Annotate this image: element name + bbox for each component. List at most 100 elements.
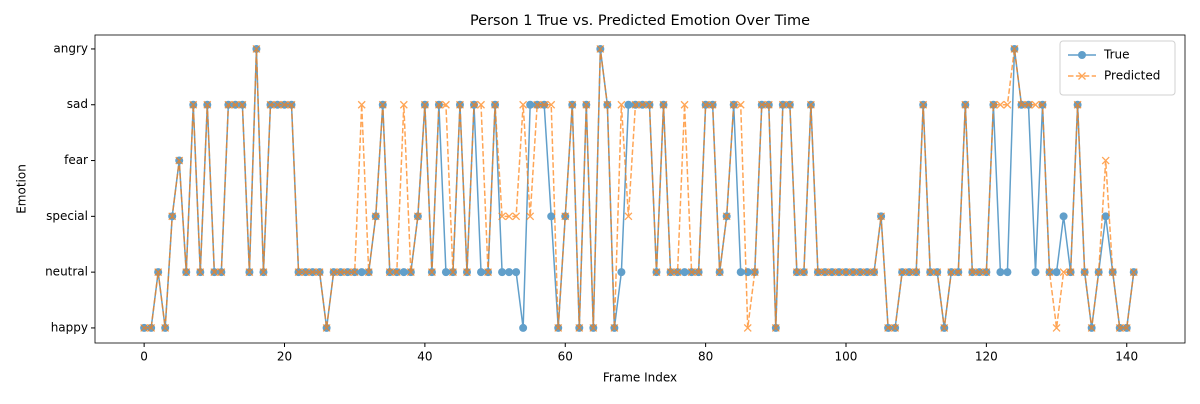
x-tick-label: 20 xyxy=(277,350,292,364)
point xyxy=(343,268,352,277)
point xyxy=(680,100,689,109)
point xyxy=(196,268,205,277)
x-tick-label: 60 xyxy=(558,350,573,364)
point xyxy=(1031,100,1040,109)
point xyxy=(1080,268,1089,277)
point xyxy=(392,268,401,277)
point xyxy=(617,268,626,277)
legend-item xyxy=(1068,72,1096,80)
point xyxy=(842,268,850,277)
point xyxy=(856,268,864,277)
x-axis-label: Frame Index xyxy=(603,371,677,385)
point xyxy=(441,100,450,109)
point xyxy=(434,100,443,109)
point xyxy=(729,100,738,109)
point xyxy=(512,268,521,277)
point xyxy=(512,212,521,221)
point xyxy=(912,268,921,277)
point xyxy=(736,268,745,277)
point xyxy=(1108,268,1117,277)
point xyxy=(680,268,689,277)
point xyxy=(406,268,415,277)
point xyxy=(806,100,815,109)
point xyxy=(996,268,1005,277)
series xyxy=(140,44,1138,332)
point xyxy=(231,100,240,109)
point xyxy=(610,323,619,332)
series-line xyxy=(144,48,1135,329)
point xyxy=(1003,100,1012,109)
point xyxy=(1129,268,1138,277)
point xyxy=(526,212,535,221)
point xyxy=(905,268,914,277)
point xyxy=(357,100,366,109)
point xyxy=(1045,268,1054,277)
point xyxy=(477,100,485,109)
point xyxy=(533,100,542,109)
point xyxy=(519,100,528,109)
point xyxy=(638,100,647,109)
point xyxy=(743,323,752,332)
point xyxy=(498,212,507,221)
point xyxy=(526,100,535,109)
y-tick-label: neutral xyxy=(45,265,88,279)
point xyxy=(336,268,345,277)
point xyxy=(1038,100,1047,109)
legend-label: True xyxy=(1103,48,1130,62)
point xyxy=(1101,212,1110,221)
point xyxy=(315,268,324,277)
point xyxy=(294,268,303,277)
x-tick-label: 80 xyxy=(698,350,713,364)
legend-marker xyxy=(1078,51,1086,59)
point xyxy=(371,212,380,221)
point xyxy=(603,100,612,109)
point xyxy=(561,212,570,221)
plot-frame xyxy=(94,34,1186,344)
point xyxy=(799,268,808,277)
point xyxy=(456,100,464,109)
point xyxy=(631,100,640,109)
point xyxy=(870,268,879,277)
point xyxy=(968,268,977,277)
point xyxy=(947,268,956,277)
point xyxy=(589,323,598,332)
x-tick-label: 120 xyxy=(975,350,998,364)
y-tick-label: happy xyxy=(51,320,88,334)
point xyxy=(182,268,191,277)
point xyxy=(701,100,710,109)
point xyxy=(835,268,843,277)
point xyxy=(385,268,394,277)
point xyxy=(498,268,507,277)
point xyxy=(329,268,338,277)
point xyxy=(617,100,626,109)
point xyxy=(1010,44,1019,53)
point xyxy=(750,268,759,277)
point xyxy=(687,268,696,277)
point xyxy=(308,268,317,277)
point xyxy=(1003,268,1012,277)
point xyxy=(764,100,773,109)
point xyxy=(175,156,184,165)
legend-item xyxy=(1068,51,1096,59)
point xyxy=(1094,268,1103,277)
point xyxy=(140,323,149,332)
x-tick-label: 140 xyxy=(1115,350,1138,364)
point xyxy=(645,100,654,109)
point xyxy=(575,323,584,332)
point xyxy=(778,100,787,109)
point xyxy=(757,100,766,109)
point xyxy=(582,100,591,109)
point xyxy=(217,268,226,277)
point xyxy=(1017,100,1026,109)
point xyxy=(863,268,872,277)
point xyxy=(1059,212,1068,221)
point xyxy=(547,100,556,109)
point xyxy=(252,44,261,53)
point xyxy=(877,212,886,221)
point xyxy=(463,268,471,277)
point xyxy=(771,323,780,332)
point xyxy=(722,212,731,221)
point xyxy=(785,100,794,109)
point xyxy=(933,268,942,277)
point xyxy=(1101,156,1110,165)
